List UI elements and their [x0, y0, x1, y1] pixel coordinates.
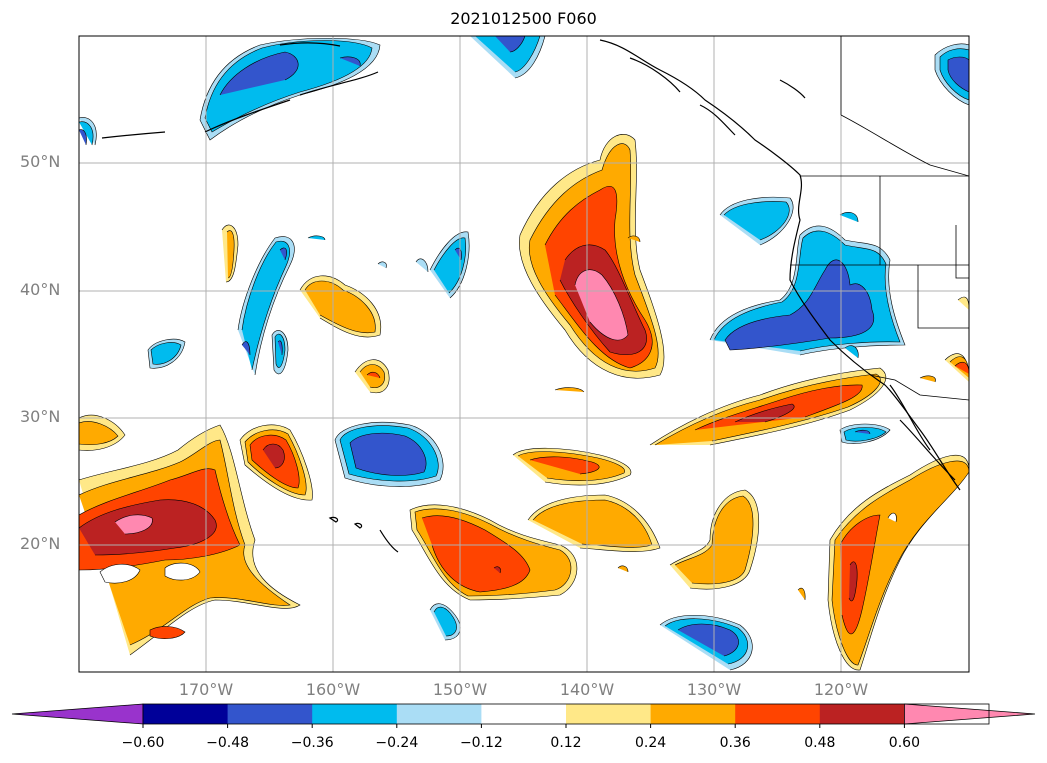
- colorbar-segment: [481, 704, 567, 724]
- colorbar-tick-label: 0.48: [804, 735, 836, 751]
- colorbar-tick-label: −0.48: [206, 735, 250, 751]
- lon-label-160w: 160°W: [305, 680, 361, 699]
- colorbar-extend-high: [904, 703, 1036, 725]
- lon-label-140w: 140°W: [559, 680, 615, 699]
- colorbar-tick-label: 0.36: [719, 735, 751, 751]
- colorbar-tick-label: −0.36: [290, 735, 334, 751]
- colorbar-tick-label: 0.60: [888, 735, 920, 751]
- lat-label-50n: 50°N: [20, 152, 61, 171]
- colorbar-segment: [566, 704, 652, 724]
- lon-label-120w: 120°W: [813, 680, 869, 699]
- colorbar-tick-label: 0.24: [635, 735, 667, 751]
- lon-label-150w: 150°W: [432, 680, 488, 699]
- colorbar-segment: [227, 704, 313, 724]
- gridlines: [79, 36, 969, 672]
- coastlines: [101, 39, 961, 553]
- colorbar-extend-low: [11, 703, 144, 725]
- colorbar-tick-label: 0.12: [550, 735, 582, 751]
- negative-anomaly-fields: [79, 36, 969, 671]
- colorbar-tick-label: −0.24: [375, 735, 419, 751]
- colorbar-segment: [819, 704, 905, 724]
- weather-map: [78, 35, 970, 673]
- colorbar-tick-label: −0.12: [459, 735, 503, 751]
- colorbar-tick-label: −0.60: [121, 735, 165, 751]
- colorbar-segment: [143, 704, 229, 724]
- political-borders: [790, 36, 969, 401]
- map-title: 2021012500 F060: [450, 9, 597, 28]
- colorbar-segment: [735, 704, 821, 724]
- lat-label-20n: 20°N: [20, 534, 61, 553]
- lat-label-30n: 30°N: [20, 407, 61, 426]
- colorbar-segment: [312, 704, 398, 724]
- lat-label-40n: 40°N: [20, 280, 61, 299]
- map-frame: [78, 35, 970, 673]
- lon-label-130w: 130°W: [686, 680, 742, 699]
- lon-label-170w: 170°W: [178, 680, 234, 699]
- colorbar-segment: [650, 704, 736, 724]
- colorbar-segment: [396, 704, 482, 724]
